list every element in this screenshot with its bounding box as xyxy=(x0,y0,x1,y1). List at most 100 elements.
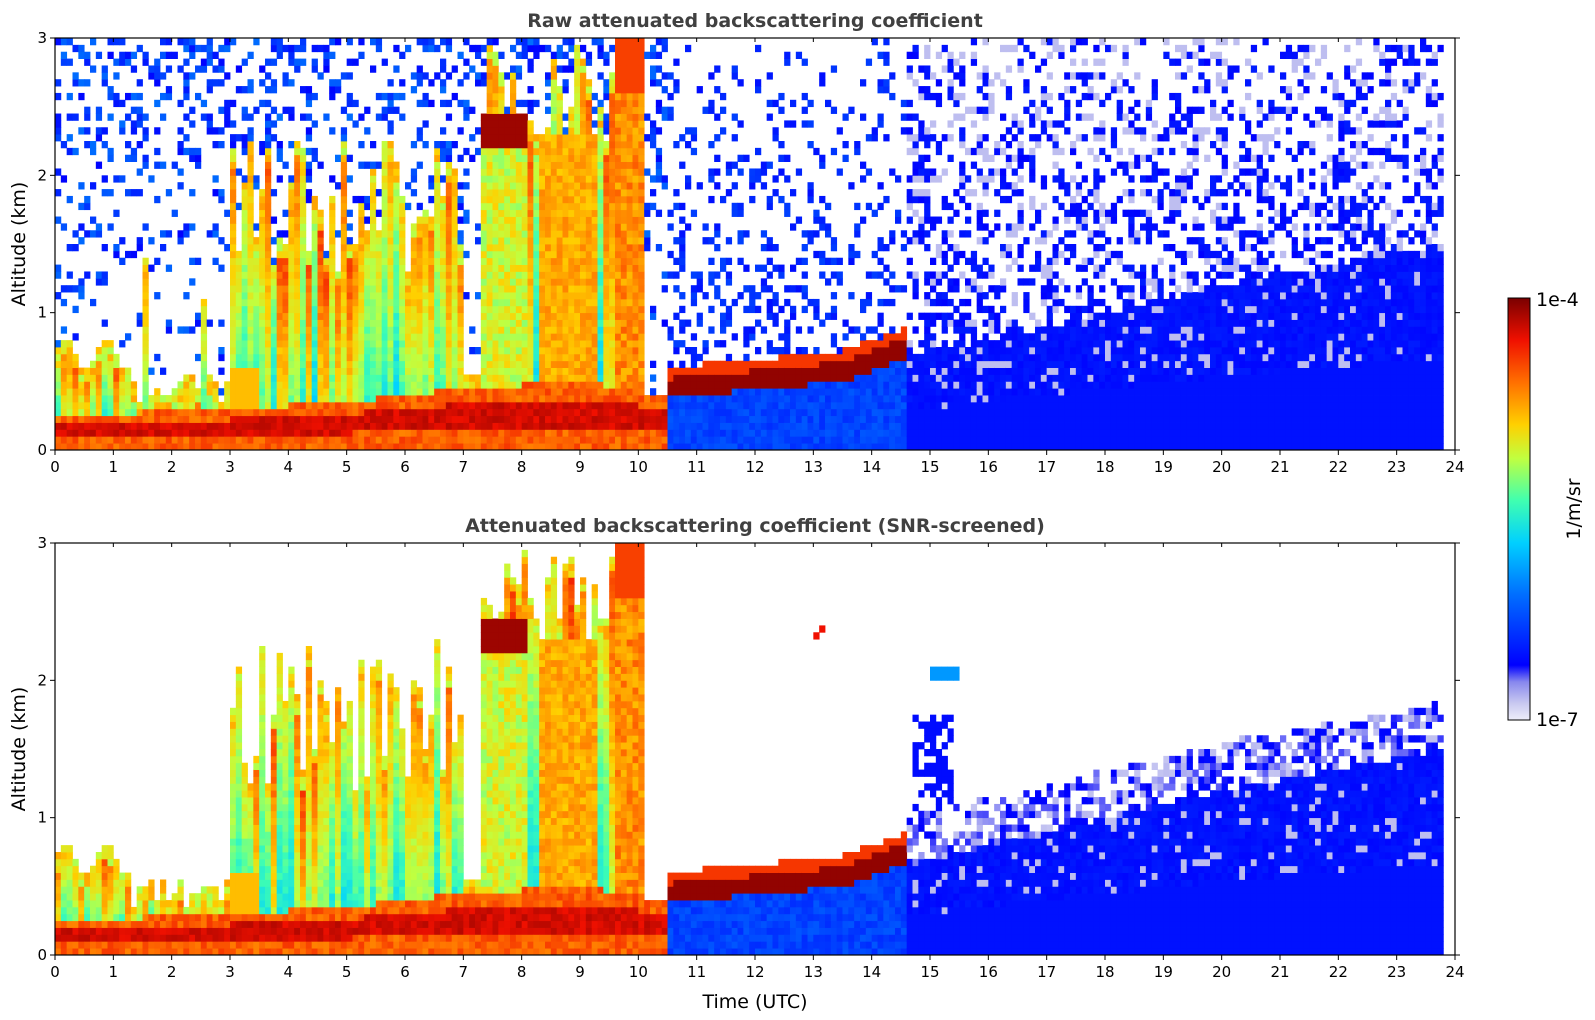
heatmap-cell xyxy=(626,292,633,300)
heatmap-cell xyxy=(66,443,73,450)
heatmap-cell xyxy=(597,360,604,368)
heatmap-cell xyxy=(177,182,184,190)
heatmap-cell xyxy=(533,195,540,204)
heatmap-cell xyxy=(329,79,336,87)
heatmap-cell xyxy=(346,72,353,80)
heatmap-cell xyxy=(533,422,540,430)
heatmap-cell xyxy=(620,319,628,327)
heatmap-cell xyxy=(766,72,773,80)
heatmap-cell xyxy=(620,92,628,101)
heatmap-cell xyxy=(766,285,773,293)
heatmap-cell xyxy=(784,415,791,423)
heatmap-cell xyxy=(241,257,248,265)
heatmap-cell xyxy=(865,202,873,211)
heatmap-cell xyxy=(405,292,412,300)
heatmap-cell xyxy=(270,312,278,320)
heatmap-cell xyxy=(300,443,307,450)
heatmap-cell xyxy=(679,429,686,437)
heatmap-cell xyxy=(644,202,651,211)
heatmap-cell xyxy=(276,381,283,389)
heatmap-cell xyxy=(760,367,768,375)
heatmap-cell xyxy=(195,65,202,73)
heatmap-cell xyxy=(515,312,523,320)
heatmap-cell xyxy=(550,223,558,231)
heatmap-cell xyxy=(300,340,307,348)
heatmap-cell xyxy=(160,395,167,403)
heatmap-cell xyxy=(708,388,715,396)
heatmap-cell xyxy=(615,257,622,265)
heatmap-cell xyxy=(626,141,633,149)
heatmap-cell xyxy=(323,429,330,437)
heatmap-cell xyxy=(597,298,604,307)
heatmap-cell xyxy=(708,175,715,183)
heatmap-cell xyxy=(416,401,423,410)
heatmap-cell xyxy=(189,106,196,114)
heatmap-cell xyxy=(772,175,779,183)
heatmap-cell xyxy=(539,223,546,231)
heatmap-cell xyxy=(416,127,423,135)
heatmap-cell xyxy=(720,298,727,307)
heatmap-cell xyxy=(568,367,575,375)
heatmap-cell xyxy=(626,367,633,375)
heatmap-cell xyxy=(259,388,266,396)
heatmap-cell xyxy=(265,374,272,382)
heatmap-cell xyxy=(393,415,400,423)
heatmap-cell xyxy=(72,44,79,53)
heatmap-cell xyxy=(871,415,878,423)
heatmap-cell xyxy=(515,347,523,355)
heatmap-cell xyxy=(119,422,126,430)
heatmap-cell xyxy=(230,408,237,417)
heatmap-cell xyxy=(533,353,540,362)
heatmap-cell xyxy=(399,374,406,382)
heatmap-cell xyxy=(568,436,575,444)
heatmap-cell xyxy=(300,44,307,53)
heatmap-cell xyxy=(778,168,785,176)
heatmap-cell xyxy=(107,189,114,197)
heatmap-cell xyxy=(813,374,820,382)
heatmap-cell xyxy=(84,367,91,375)
heatmap-cell xyxy=(760,161,768,169)
heatmap-cell xyxy=(533,415,540,423)
heatmap-cell xyxy=(445,175,453,183)
heatmap-cell xyxy=(539,154,546,162)
heatmap-cell xyxy=(626,333,633,341)
heatmap-cell xyxy=(247,244,254,252)
heatmap-cell xyxy=(591,415,598,423)
heatmap-cell xyxy=(300,161,307,169)
heatmap-cell xyxy=(539,422,546,430)
heatmap-cell xyxy=(515,340,523,348)
heatmap-cell xyxy=(183,422,190,430)
heatmap-cell xyxy=(883,298,890,307)
heatmap-cell xyxy=(690,401,698,410)
heatmap-cell xyxy=(492,230,499,238)
heatmap-cell xyxy=(696,278,703,286)
heatmap-cell xyxy=(265,429,272,437)
heatmap-cell xyxy=(830,395,838,403)
heatmap-cell xyxy=(224,408,231,417)
heatmap-cell xyxy=(772,99,779,108)
heatmap-cell xyxy=(311,209,318,217)
heatmap-cell xyxy=(253,237,260,245)
heatmap-cell xyxy=(212,443,219,450)
heatmap-cell xyxy=(259,319,266,327)
heatmap-cell xyxy=(498,374,505,382)
heatmap-cell xyxy=(550,189,558,197)
heatmap-cell xyxy=(107,395,114,403)
heatmap-cell xyxy=(790,429,797,437)
heatmap-cell xyxy=(580,195,587,204)
heatmap-cell xyxy=(580,422,587,430)
heatmap-cell xyxy=(562,189,569,197)
heatmap-cell xyxy=(591,374,598,382)
heatmap-cell xyxy=(189,422,196,430)
heatmap-cell xyxy=(550,347,558,355)
heatmap-cell xyxy=(504,422,511,430)
heatmap-cell xyxy=(311,271,318,279)
heatmap-cell xyxy=(784,58,791,66)
heatmap-cell xyxy=(486,147,493,156)
heatmap-cell xyxy=(626,223,633,231)
heatmap-cell xyxy=(504,395,511,403)
heatmap-cell xyxy=(550,319,558,327)
heatmap-cell xyxy=(620,113,628,121)
heatmap-cell xyxy=(241,134,248,142)
heatmap-cell xyxy=(825,230,832,238)
